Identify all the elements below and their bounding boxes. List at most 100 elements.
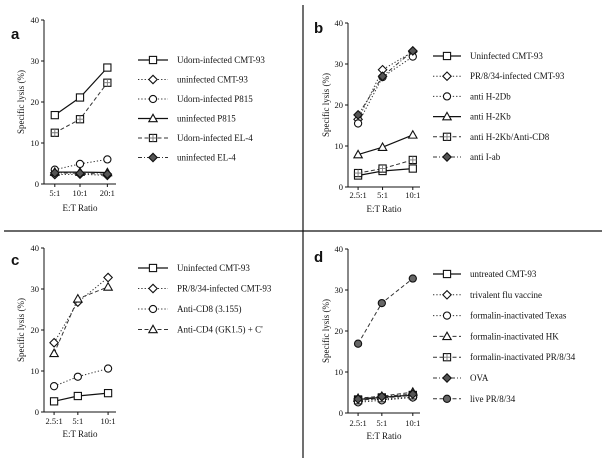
panel-d-data-point	[377, 298, 386, 308]
panel-a-legend-entry: Udorn-infected EL-4	[138, 133, 253, 143]
panel-a-y-tick-label: 40	[31, 15, 40, 25]
panel-c-legend-label: Anti-CD4 (GK1.5) + C'	[177, 325, 263, 335]
panel-b-legend-marker	[442, 92, 452, 101]
panel-a-y-axis-label: Specific lysis (%)	[16, 70, 26, 134]
panel-a-data-point	[49, 167, 60, 178]
panel-d-legend-label: formalin-inactivated PR/8/34	[470, 352, 576, 362]
panel-c-legend-label: Anti-CD8 (3.155)	[177, 304, 242, 314]
panel-a-x-tick-label: 10:1	[72, 188, 87, 198]
panel-c-y-tick-label: 30	[31, 284, 40, 294]
panel-b-legend-label: Uninfected CMT-93	[470, 51, 543, 61]
panel-a-legend-entry: uninfected EL-4	[138, 153, 236, 163]
panel-b-data-point	[353, 119, 363, 128]
panel-c-legend-marker	[148, 304, 158, 314]
panel-b-data-point	[407, 45, 418, 56]
panel-a-series-line	[54, 173, 108, 176]
panel-a-x-tick-label: 5:1	[49, 188, 60, 198]
panel-b-legend-label: anti I-ab	[470, 152, 501, 162]
panel-c-legend-marker	[148, 283, 158, 294]
panel-c-series-line	[53, 368, 109, 387]
panel-a-data-point	[103, 155, 112, 164]
panel-b-series-line	[357, 50, 414, 116]
panel-c-series-3	[49, 364, 113, 391]
panel-a-series-6	[49, 167, 113, 180]
panel-d-data-point	[353, 394, 364, 405]
panel-b-data-point	[353, 109, 364, 120]
panel-b-legend-entry: anti H-2Db	[433, 91, 511, 101]
panel-b-data-point	[352, 149, 364, 159]
panel-d: d 0 10 20 30 40 Specific lysis (%) 2.5:1 5:1 10:1…	[314, 244, 576, 441]
panel-a-label: a	[11, 26, 20, 43]
panel-d-legend-marker	[442, 394, 452, 403]
panel-d-legend-marker	[442, 269, 452, 279]
panel-c-data-point	[48, 348, 60, 358]
panel-b-data-point	[407, 129, 418, 139]
panel-b-legend-entry: anti H-2Kb	[433, 111, 511, 122]
panel-a-y-tick-label: 0	[35, 179, 39, 189]
panel-a-legend-label: Udorn-infected EL-4	[177, 133, 253, 143]
panel-b-data-point	[377, 141, 388, 151]
panel-d-series-line	[358, 394, 413, 401]
panel-b-data-point-cross	[409, 156, 417, 164]
panel-a-legend-marker	[148, 55, 158, 65]
panel-d-series-7	[353, 274, 417, 348]
panel-d-label: d	[314, 249, 323, 266]
panel-a-legend-marker-cross	[149, 134, 157, 142]
panel-d-legend-label: untreated CMT-93	[470, 269, 537, 279]
panel-b-data-point	[377, 71, 388, 82]
panel-d-legend-marker	[442, 373, 452, 383]
panel-c-label: c	[11, 252, 19, 269]
panel-c-data-point	[73, 372, 82, 381]
panel-b-legend-entry: anti H-2Kb/Anti-CD8	[433, 132, 550, 142]
panel-a-x-axis-label: E:T Ratio	[62, 203, 98, 213]
panel-d-y-tick-label: 20	[335, 326, 344, 336]
panel-c-data-point	[102, 281, 114, 291]
panel-b-series-3	[353, 52, 417, 128]
panel-c-data-point	[49, 337, 60, 348]
panel-c: c 0 10 20 30 40 Specific lysis (%) 2.5:1 5:1 10:1…	[11, 243, 272, 439]
panel-b-data-point-cross	[354, 169, 362, 177]
panel-b-legend-marker	[442, 152, 452, 162]
panel-c-x-tick-label: 2.5:1	[45, 416, 62, 426]
panel-c-legend-marker	[148, 263, 158, 273]
panel-d-x-tick-label: 2.5:1	[349, 418, 366, 428]
panel-d-data-point	[353, 339, 363, 348]
panel-d-legend-marker	[442, 289, 452, 300]
panel-b-series-line	[358, 159, 413, 174]
panel-c-legend-entry: PR/8/34-infected CMT-93	[138, 284, 272, 294]
panel-c-legend-label: PR/8/34-infected CMT-93	[177, 284, 272, 294]
panel-c-data-point	[103, 364, 113, 373]
panel-c-data-point	[73, 391, 82, 401]
panel-b-legend-label: PR/8/34-infected CMT-93	[470, 71, 565, 81]
panel-c-legend-entry: Anti-CD4 (GK1.5) + C'	[138, 324, 263, 335]
panel-c-x-tick-label: 10:1	[101, 416, 116, 426]
panel-b-legend-marker	[441, 111, 453, 121]
panel-b-series-4	[352, 129, 418, 159]
panel-a-data-point-cross	[103, 79, 111, 87]
panel-c-y-axis-label: Specific lysis (%)	[16, 298, 26, 362]
panel-a-series-line	[54, 67, 108, 116]
panel-b-series-line	[357, 51, 414, 120]
panel-d-legend-marker-cross	[443, 353, 451, 361]
panel-d-legend-label: OVA	[470, 373, 489, 383]
panel-b-data-point	[408, 164, 417, 173]
panel-a-data-point-cross	[51, 129, 59, 137]
panel-c-x-tick-label: 5:1	[72, 416, 83, 426]
panel-a-legend-label: uninfected P815	[177, 114, 236, 124]
panel-d-legend-entry: formalin-inactivated Texas	[433, 311, 567, 321]
panel-d-series-6	[353, 389, 418, 405]
panel-a-data-point	[75, 159, 85, 169]
panel-b-legend-label: anti H-2Db	[470, 91, 511, 101]
panel-c-series-1	[49, 388, 113, 406]
panel-d-data-point	[408, 274, 417, 283]
panel-a-legend-marker	[148, 74, 158, 85]
panel-b-legend-marker	[442, 71, 452, 82]
panel-a-data-point	[103, 63, 112, 72]
panel-d-legend-label: trivalent flu vaccine	[470, 290, 542, 300]
panel-b-y-axis-label: Specific lysis (%)	[321, 73, 331, 137]
panel-d-legend-label: formalin-inactivated HK	[470, 331, 559, 341]
panel-b-y-tick-label: 30	[335, 59, 344, 69]
panel-b-y-tick-label: 0	[339, 182, 343, 192]
panel-c-data-point	[49, 397, 59, 406]
panel-c-x-axis-label: E:T Ratio	[62, 429, 98, 439]
